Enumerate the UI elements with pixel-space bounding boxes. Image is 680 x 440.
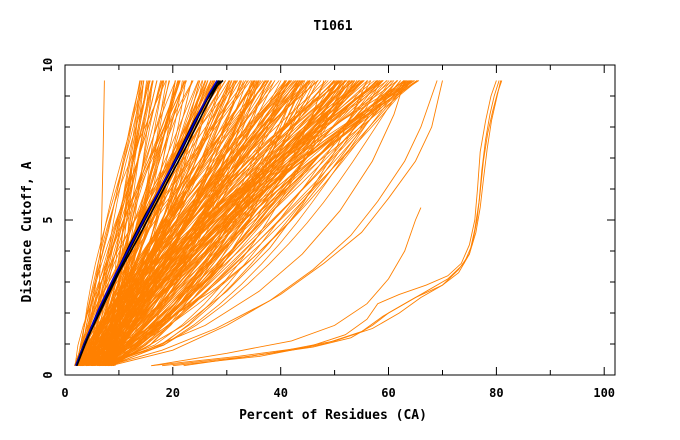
series-line	[97, 80, 257, 367]
series-group	[75, 79, 503, 367]
bundle-curve	[110, 80, 420, 366]
bundle-curve	[104, 80, 222, 366]
bundle-curve	[90, 80, 268, 367]
bundle-curve	[83, 80, 181, 366]
series-line	[94, 80, 105, 366]
series-line	[162, 80, 500, 367]
bundle-curve	[98, 80, 237, 366]
bundle-curve	[99, 80, 352, 367]
bundle-curve	[91, 80, 360, 366]
series-line	[78, 80, 395, 367]
highlight-series-line	[75, 80, 218, 366]
x-tick-label: 60	[381, 386, 395, 400]
y-tick-label: 5	[41, 216, 55, 223]
highlight-series-line	[75, 80, 220, 367]
bundle-curve	[107, 80, 346, 366]
y-axis-label: Distance Cutoff, A	[20, 161, 35, 302]
series-line	[102, 80, 311, 367]
series-line	[107, 80, 368, 367]
x-axis-label: Percent of Residues (CA)	[239, 408, 427, 423]
y-tick-label: 0	[41, 371, 55, 378]
bundle-curve	[98, 80, 260, 366]
highlight-series-line	[76, 80, 221, 366]
bundle-curve	[112, 80, 358, 366]
x-tick-label: 40	[273, 386, 287, 400]
series-line	[75, 80, 230, 366]
bundle-curve	[104, 80, 363, 366]
bundle-curve	[78, 80, 413, 366]
bundle-curve	[110, 80, 303, 366]
series-line	[75, 80, 141, 366]
bundle-curve	[79, 80, 158, 366]
bundle-curve	[80, 80, 179, 366]
y-tick-label: 10	[41, 58, 55, 72]
series-line	[107, 80, 438, 367]
bundle-curve	[79, 80, 290, 367]
bundle-curve	[99, 80, 407, 367]
bundle-curve	[80, 80, 255, 366]
x-tick-label: 0	[61, 386, 68, 400]
axis-ticks	[64, 64, 615, 376]
series-line	[151, 80, 497, 367]
bundle-curve	[107, 80, 258, 366]
bundle-curve	[106, 80, 402, 367]
series-line	[110, 80, 443, 367]
bundle-curve	[112, 80, 148, 366]
bundle-curve	[112, 80, 329, 366]
bundle-curve	[108, 80, 181, 366]
bundle-curve	[108, 80, 398, 367]
bundle-curve	[81, 80, 154, 366]
series-line	[76, 80, 378, 366]
bundle-curve	[88, 80, 145, 366]
tick-labels: 0 20 40 60 80 100 0 5 10	[41, 58, 615, 400]
bundle-curve	[79, 80, 236, 367]
x-tick-label: 20	[166, 386, 180, 400]
bundle-curve	[79, 80, 145, 366]
bundle-curve	[106, 80, 377, 366]
bundle-curve	[114, 80, 144, 366]
series-line	[80, 80, 193, 366]
series-line	[91, 80, 325, 367]
bundle-curve	[91, 80, 415, 366]
bundle-curve	[100, 80, 186, 366]
bundle-curve	[110, 80, 409, 366]
bundle-curve	[106, 80, 298, 367]
bundle-curve	[106, 80, 187, 366]
bundle-curve	[108, 80, 413, 367]
curve-bundle	[74, 80, 420, 367]
x-tick-label: 100	[593, 386, 615, 400]
series-line	[105, 80, 406, 367]
bundle-curve	[76, 80, 322, 367]
chart-title: T1061	[313, 19, 352, 34]
bundle-curve	[111, 80, 226, 366]
bundle-curve	[104, 80, 291, 366]
series-line	[183, 80, 502, 367]
series-line	[151, 207, 422, 367]
bundle-curve	[109, 80, 292, 366]
x-tick-label: 80	[489, 386, 503, 400]
